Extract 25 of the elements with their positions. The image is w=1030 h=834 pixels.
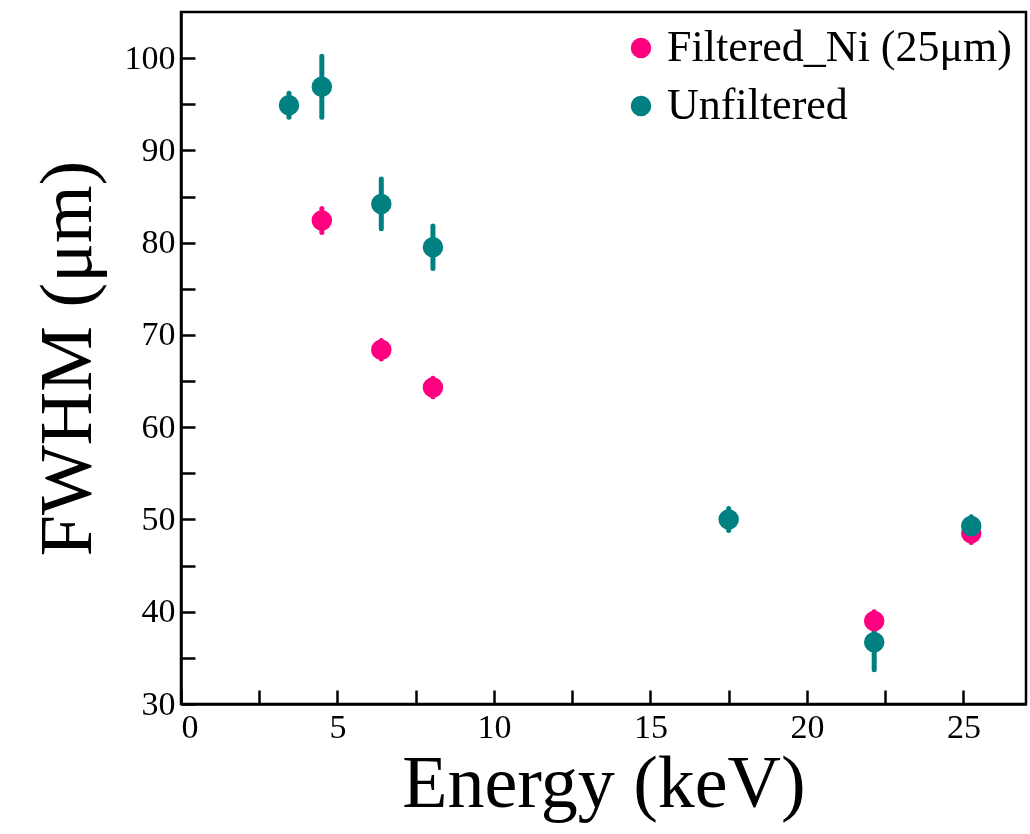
point bbox=[311, 210, 333, 231]
y-tick-label: 100 bbox=[124, 38, 176, 76]
point bbox=[422, 237, 444, 258]
y-tick-label: 60 bbox=[141, 407, 176, 445]
point bbox=[311, 76, 333, 97]
y-tick-label: 30 bbox=[141, 684, 176, 722]
y-axis-title: FWHM (μm) bbox=[24, 160, 107, 557]
point bbox=[371, 193, 392, 215]
y-tick-label: 50 bbox=[141, 499, 176, 537]
y-tick-label: 70 bbox=[141, 315, 176, 353]
x-tick-label: 5 bbox=[329, 707, 347, 745]
point bbox=[371, 339, 392, 360]
y-tick-label: 90 bbox=[141, 130, 176, 168]
legend-label: Filtered_Ni (25μm) bbox=[667, 22, 1012, 71]
y-tick-label: 80 bbox=[141, 223, 176, 261]
legend-label: Unfiltered bbox=[667, 80, 848, 129]
point bbox=[278, 94, 300, 116]
point bbox=[863, 631, 885, 653]
x-tick-label: 25 bbox=[946, 707, 981, 745]
x-tick-label: 0 bbox=[181, 707, 199, 745]
point bbox=[422, 377, 444, 398]
y-tick-label: 40 bbox=[141, 592, 176, 630]
point bbox=[718, 509, 739, 530]
point bbox=[960, 515, 982, 537]
point bbox=[863, 610, 885, 632]
